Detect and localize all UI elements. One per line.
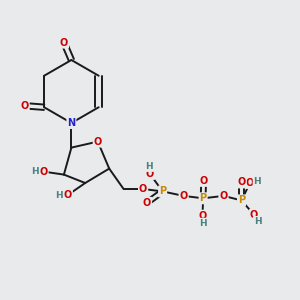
Text: P: P <box>200 193 207 203</box>
Text: H: H <box>55 191 63 200</box>
Text: O: O <box>146 169 154 179</box>
Text: O: O <box>198 211 207 221</box>
Text: H: H <box>31 167 39 176</box>
Text: O: O <box>64 190 72 200</box>
Text: O: O <box>39 167 48 177</box>
Text: O: O <box>246 178 254 188</box>
Text: O: O <box>200 176 208 186</box>
Text: O: O <box>219 191 228 201</box>
Text: O: O <box>94 136 102 147</box>
Text: O: O <box>250 210 258 220</box>
Text: O: O <box>20 101 29 111</box>
Text: O: O <box>179 191 188 201</box>
Text: N: N <box>67 118 76 128</box>
Text: O: O <box>139 184 147 194</box>
Text: H: H <box>254 217 262 226</box>
Text: O: O <box>60 38 68 48</box>
Text: H: H <box>199 219 206 228</box>
Text: P: P <box>159 186 166 197</box>
Text: H: H <box>254 177 261 186</box>
Text: O: O <box>237 177 246 188</box>
Text: P: P <box>238 195 245 206</box>
Text: H: H <box>146 162 153 171</box>
Text: O: O <box>143 198 151 208</box>
